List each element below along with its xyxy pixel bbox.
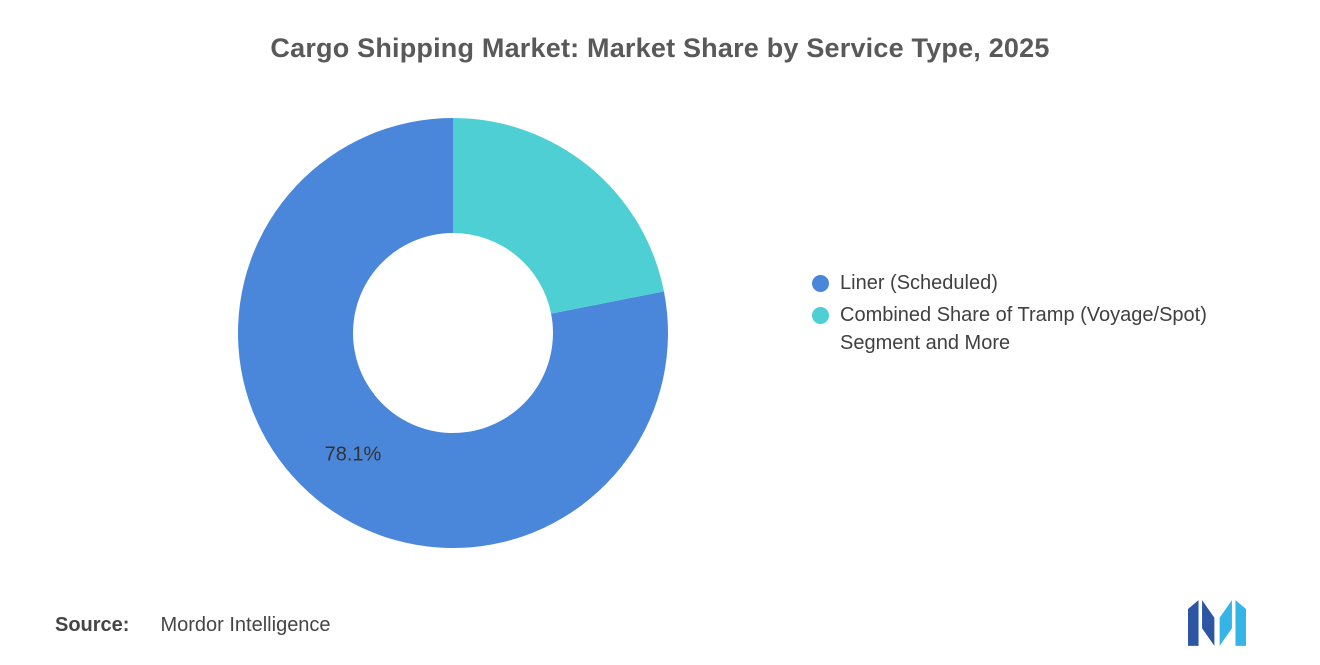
logo-shape-light-right	[1235, 600, 1246, 646]
donut-segment[interactable]	[238, 118, 668, 548]
chart-title: Cargo Shipping Market: Market Share by S…	[270, 33, 1050, 63]
logo-shape-dark-left	[1188, 600, 1199, 646]
donut-data-label: 78.1%	[325, 444, 382, 466]
source-label: Source:	[55, 614, 130, 636]
legend-item[interactable]: Liner (Scheduled)	[812, 269, 1270, 297]
donut-segment[interactable]	[453, 118, 664, 314]
logo-shape-dark-diag	[1202, 600, 1215, 646]
legend-item[interactable]: Combined Share of Tramp (Voyage/Spot) Se…	[812, 301, 1270, 357]
legend-dot	[812, 275, 829, 292]
source-text: Mordor Intelligence	[160, 614, 331, 636]
legend-item-label: Combined Share of Tramp (Voyage/Spot) Se…	[840, 304, 1207, 354]
legend-item-label: Liner (Scheduled)	[840, 272, 998, 294]
mordor-intelligence-logo	[1188, 600, 1246, 646]
donut-chart: 78.1%	[238, 118, 668, 548]
legend: Liner (Scheduled) Combined Share of Tram…	[812, 269, 1270, 357]
logo-shape-light-diag	[1219, 600, 1232, 646]
legend-dot	[812, 307, 829, 324]
source-line: Source: Mordor Intelligence	[55, 614, 331, 637]
